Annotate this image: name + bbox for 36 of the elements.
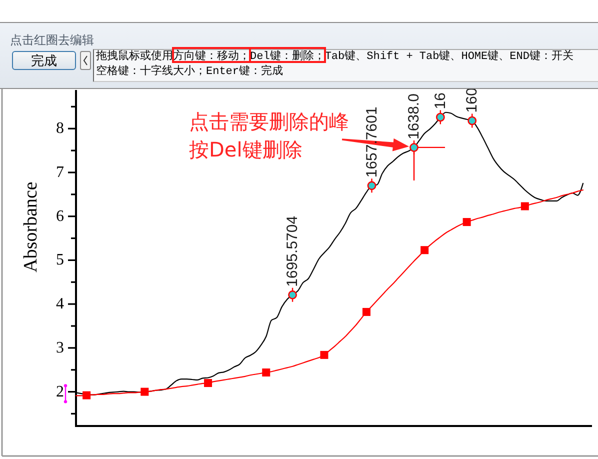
point <box>367 181 376 190</box>
text: 空格键：十字线大小；Enter键：完成 <box>96 64 284 79</box>
y-tick-label: 8 <box>56 120 64 138</box>
point <box>140 388 149 396</box>
annotation: 1657.7601 <box>363 106 380 178</box>
text: Tab键、Shift + Tab键、HOME键、END键：开关 <box>324 51 574 63</box>
point <box>320 350 328 359</box>
annotation: 16 <box>432 92 449 110</box>
button[interactable]: 完成 <box>12 51 76 70</box>
y-axis-title: Absorbance <box>20 182 42 272</box>
y-tick-label: 6 <box>56 208 64 225</box>
point <box>468 116 477 126</box>
point <box>82 391 91 400</box>
y-tick-label: 7 <box>56 164 64 181</box>
point <box>436 112 445 122</box>
y-tick-label: 5 <box>56 252 64 269</box>
y-tick-label: 4 <box>56 296 64 313</box>
point <box>362 308 370 316</box>
annotation: 1695.5704 <box>284 216 302 287</box>
text: 拖拽鼠标或使用 <box>96 51 173 63</box>
annotation: 按Del键删除 <box>189 137 302 162</box>
annotation: 点击需要删除的峰 <box>189 109 349 134</box>
y-tick-label: 2 <box>56 383 64 400</box>
point <box>420 246 429 254</box>
chart-title: 点击红圈去编辑 <box>10 33 94 47</box>
y-tick-label: 3 <box>56 339 64 356</box>
point <box>262 368 270 376</box>
text: 方向键：移动； <box>173 51 250 63</box>
annotation: 1638.0 <box>406 94 422 140</box>
annotation: 160 <box>464 88 481 113</box>
point <box>288 290 297 300</box>
text: Del键：删除； <box>250 51 325 63</box>
point <box>410 143 418 152</box>
point <box>462 218 471 226</box>
point <box>520 202 529 210</box>
point <box>204 379 212 388</box>
